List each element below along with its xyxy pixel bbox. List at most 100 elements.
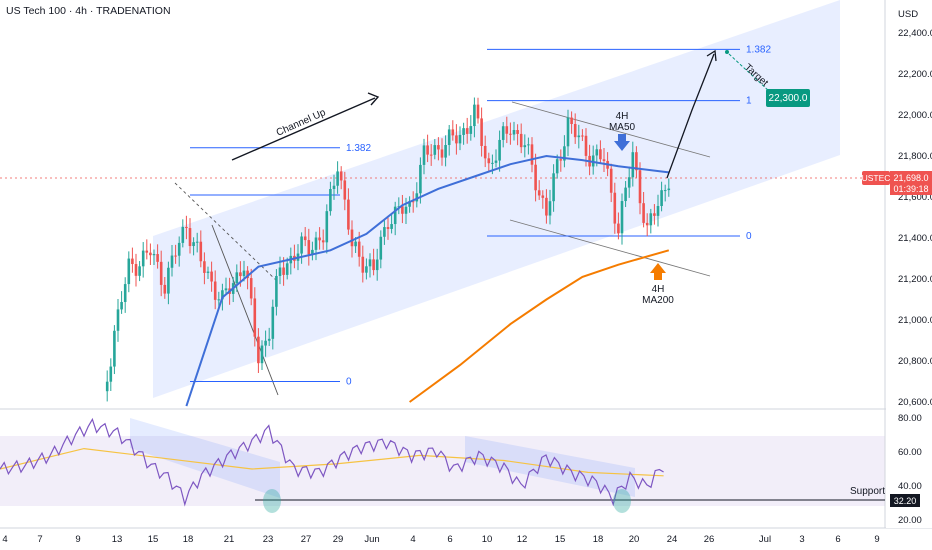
time-tick-label: 4 (2, 534, 7, 545)
candle-body (401, 206, 404, 214)
rsi-low-marker-2 (613, 489, 631, 513)
candle-body (620, 201, 624, 234)
time-tick-label: 29 (333, 534, 344, 545)
candle-body (473, 104, 476, 127)
candle-body (390, 224, 393, 229)
channel-up-arrowhead (367, 92, 380, 106)
candle-body (469, 126, 473, 134)
ma50-note-line2: MA50 (609, 122, 636, 133)
fib-label-left-1382: 1.382 (346, 143, 371, 154)
candle-body (239, 272, 242, 277)
candle-body (548, 201, 552, 216)
candle-body (541, 195, 545, 198)
fib-label-right-1: 1 (746, 96, 752, 107)
candle-body (487, 158, 491, 164)
time-tick-label: 6 (447, 534, 452, 545)
time-tick-label: 6 (835, 534, 840, 545)
price-tick-label: 22,400.0 (898, 28, 932, 39)
candle-body (221, 290, 224, 300)
candle-body (624, 187, 627, 202)
candle-body (440, 149, 444, 158)
candle-body (617, 223, 620, 234)
candle-body (516, 130, 519, 134)
fib-label-left-0: 0 (346, 377, 352, 388)
candle-body (609, 168, 613, 193)
candle-body (271, 306, 275, 339)
candle-body (426, 145, 429, 155)
candle-body (602, 159, 606, 161)
candle-body (134, 264, 138, 276)
candle-body (145, 250, 149, 253)
candle-body (555, 159, 559, 174)
price-axis-bg (886, 0, 932, 528)
candle-body (573, 124, 577, 138)
ma200-note-line2: MA200 (642, 295, 674, 306)
candle-body (635, 152, 638, 171)
candle-body (257, 336, 260, 364)
rsi-panel-band (0, 436, 885, 506)
candle-body (444, 144, 447, 158)
candle-body (509, 133, 512, 135)
price-tick-label: 20,800.0 (898, 356, 932, 367)
rsi-tick-label: 80.00 (898, 413, 922, 424)
candle-body (343, 180, 347, 200)
ma200-up-arrow-icon (650, 263, 666, 280)
candle-body (663, 190, 667, 192)
time-tick-label: 7 (37, 534, 42, 545)
candlesticks (105, 97, 671, 402)
target-value: 22,300.0 (769, 93, 808, 104)
channel-up-arrow (231, 97, 376, 161)
price-tick-label: 21,000.0 (898, 315, 932, 326)
candle-body (642, 203, 645, 223)
symbol-tag[interactable] (862, 171, 890, 185)
time-tick-label: Jun (364, 534, 379, 545)
candle-body (577, 135, 581, 138)
candle-body (505, 126, 509, 134)
right-channel-lower-line (509, 219, 711, 277)
price-axis-ticks: 22,400.0 22,200.0 22,000.0 21,800.0 21,600.0… (898, 28, 932, 408)
symbol-tag-label: USTEC (862, 173, 891, 183)
rsi-tick-label: 60.00 (898, 447, 922, 458)
candle-body (667, 188, 671, 191)
rsi-channel-1 (130, 418, 280, 498)
candle-body (494, 160, 498, 163)
candle-body (311, 249, 314, 255)
candle-body (397, 206, 401, 208)
candle-body (314, 237, 318, 250)
time-tick-label: 9 (75, 534, 80, 545)
candle-body (498, 139, 501, 161)
candle-body (357, 241, 361, 257)
time-tick-label: 12 (517, 534, 528, 545)
candle-body (559, 159, 563, 161)
candle-body (361, 256, 365, 273)
candle-body (203, 261, 206, 273)
candle-body (408, 201, 411, 207)
left-wedge-lower-line (211, 224, 279, 396)
candle-body (149, 252, 152, 256)
candle-body (465, 128, 469, 134)
candle-body (300, 236, 303, 254)
candle-body (260, 345, 264, 364)
candle-body (210, 271, 213, 282)
candle-body (581, 135, 584, 137)
time-tick-label: Jul (759, 534, 771, 545)
time-tick-label: 23 (263, 534, 274, 545)
currency-label: USD (898, 9, 918, 20)
price-tick-label: 20,600.0 (898, 397, 932, 408)
candle-body (174, 255, 177, 257)
time-tick-label: 27 (301, 534, 312, 545)
candle-body (458, 134, 462, 144)
candle-body (285, 263, 289, 275)
rsi-axis-ticks: 80.00 60.00 40.00 20.00 (898, 413, 922, 526)
rsi-tick-label: 20.00 (898, 515, 922, 526)
candle-body (527, 144, 530, 146)
channel-up-band (153, 0, 840, 398)
candle-body (339, 171, 343, 181)
candle-body (127, 258, 131, 285)
price-tick-label: 21,400.0 (898, 233, 932, 244)
target-badge (766, 89, 810, 107)
candle-body (483, 145, 487, 159)
time-tick-label: 15 (148, 534, 159, 545)
candle-body (347, 199, 350, 230)
